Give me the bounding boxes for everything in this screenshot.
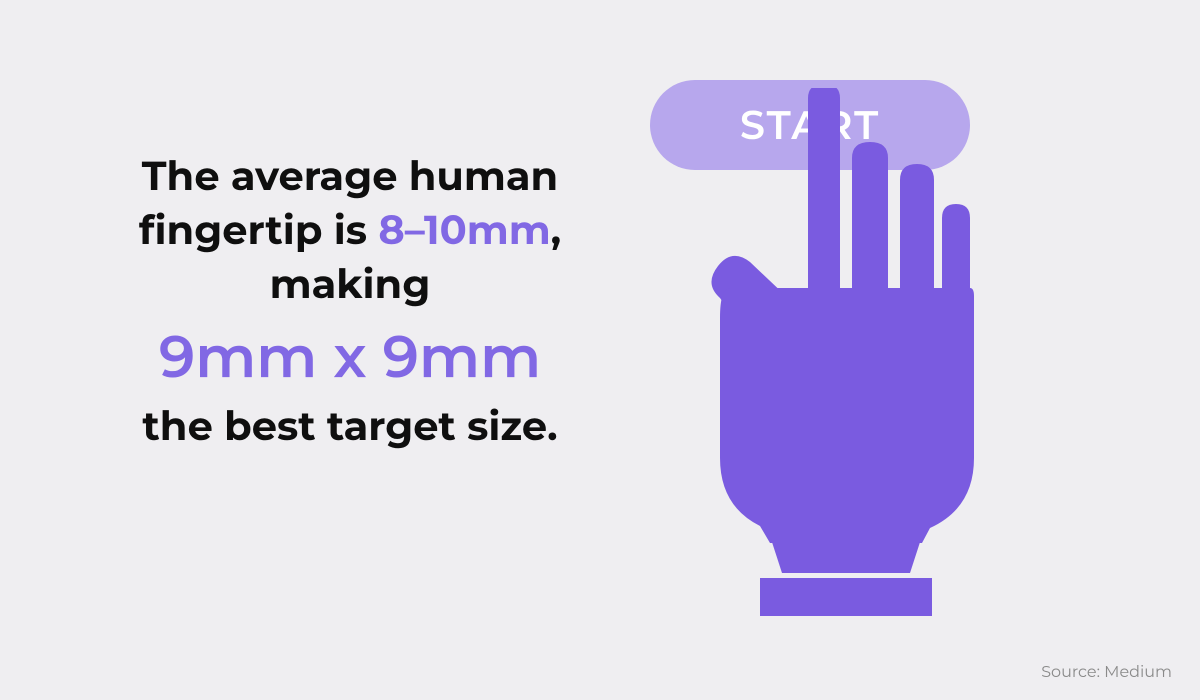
hand-icon bbox=[660, 88, 1000, 628]
infographic-canvas: The average human fingertip is 8–10mm, m… bbox=[0, 0, 1200, 700]
line-1: The average human bbox=[70, 150, 630, 204]
source-attribution: Source: Medium bbox=[1041, 663, 1172, 682]
line-2-part-c: , bbox=[551, 206, 561, 255]
line-4-emphasis: 9mm x 9mm bbox=[70, 318, 630, 396]
line-2-accent: 8–10mm bbox=[378, 206, 550, 255]
line-3: making bbox=[70, 258, 630, 312]
source-value: Medium bbox=[1104, 663, 1172, 682]
headline-text-block: The average human fingertip is 8–10mm, m… bbox=[70, 150, 630, 454]
line-2-part-a: fingertip is bbox=[139, 206, 378, 255]
line-5: the best target size. bbox=[70, 400, 630, 454]
hand-button-illustration: START bbox=[650, 80, 1050, 630]
source-prefix: Source: bbox=[1041, 663, 1104, 682]
line-2: fingertip is 8–10mm, bbox=[70, 204, 630, 258]
